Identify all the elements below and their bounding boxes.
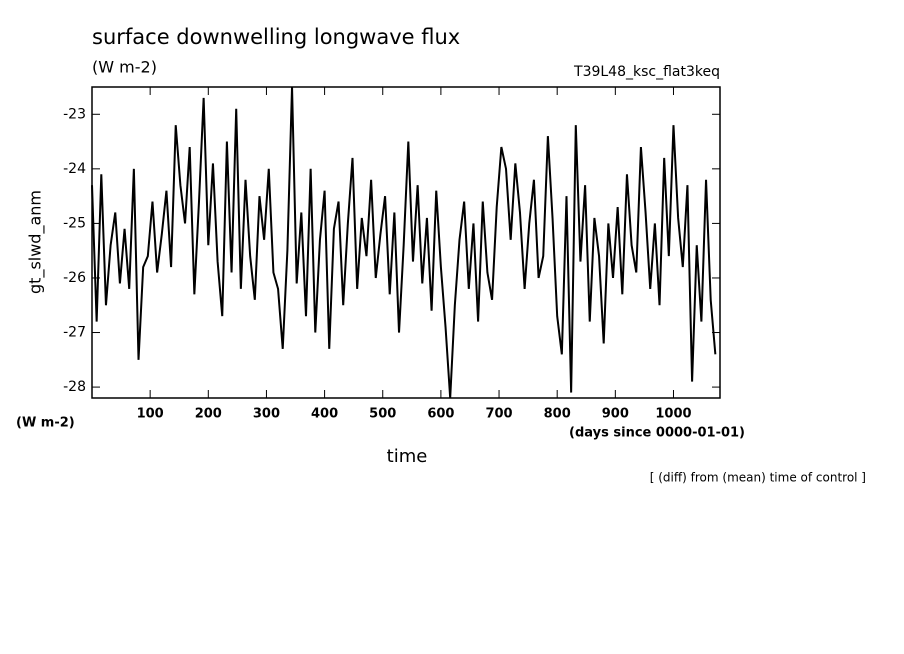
y-tick-label: -28 xyxy=(63,379,86,395)
x-tick-label: 500 xyxy=(369,407,396,422)
y-units: (W m-2) xyxy=(16,416,75,431)
x-tick-label: 800 xyxy=(544,407,571,422)
y-tick-label: -27 xyxy=(63,325,86,341)
data-line xyxy=(91,86,717,399)
x-tick-label: 700 xyxy=(485,407,512,422)
y-tick-label: -25 xyxy=(63,215,86,231)
y-tick-label: -24 xyxy=(63,161,86,177)
x-tick-label: 300 xyxy=(253,407,280,422)
x-tick-label: 400 xyxy=(311,407,338,422)
x-tick-label: 900 xyxy=(602,407,629,422)
x-tick-label: 600 xyxy=(427,407,454,422)
y-axis-label: gt_slwd_anm xyxy=(26,190,46,294)
note: [ (diff) from (mean) time of control ] xyxy=(650,471,866,485)
x-axis-label: time xyxy=(387,446,428,467)
x-units: (days since 0000-01-01) xyxy=(569,426,745,441)
run-label: T39L48_ksc_flat3keq xyxy=(573,64,720,80)
plot-frame xyxy=(91,86,721,399)
chart-title: surface downwelling longwave flux xyxy=(92,25,460,49)
units: (W m-2) xyxy=(92,58,157,77)
x-tick-label: 1000 xyxy=(655,407,691,422)
y-tick-label: -26 xyxy=(63,270,86,286)
x-tick-label: 200 xyxy=(195,407,222,422)
y-tick-label: -23 xyxy=(63,106,86,122)
x-tick-label: 100 xyxy=(137,407,164,422)
